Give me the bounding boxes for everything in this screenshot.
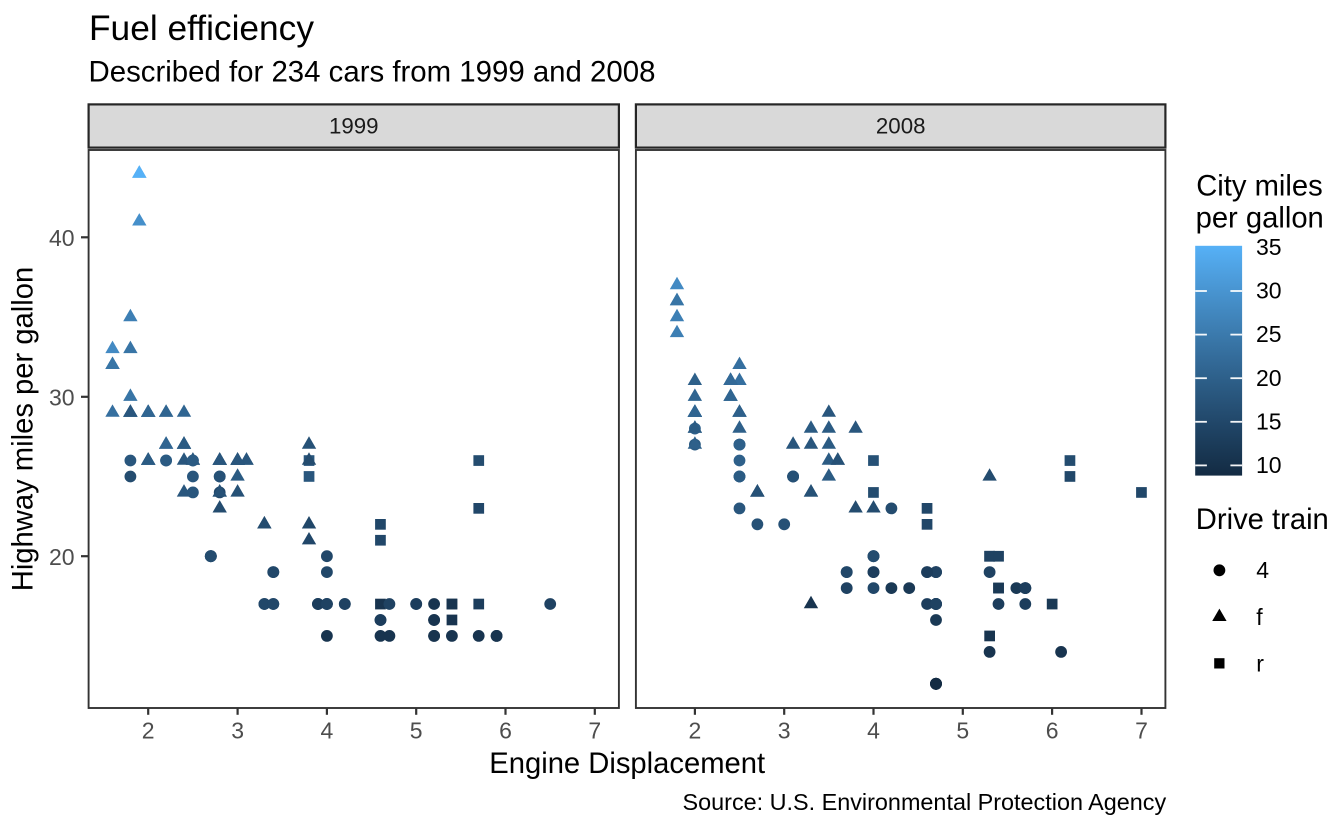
svg-text:2008: 2008 — [876, 114, 926, 139]
svg-text:20: 20 — [1256, 365, 1282, 391]
svg-text:2: 2 — [142, 718, 155, 744]
svg-text:4: 4 — [867, 718, 880, 744]
svg-text:Source: U.S. Environmental Pro: Source: U.S. Environmental Protection Ag… — [683, 789, 1167, 815]
svg-text:3: 3 — [778, 718, 791, 744]
svg-text:per gallon: per gallon — [1196, 203, 1324, 235]
svg-text:Engine Displacement: Engine Displacement — [489, 748, 765, 780]
svg-text:r: r — [1256, 650, 1264, 676]
svg-text:40: 40 — [49, 225, 75, 251]
svg-text:35: 35 — [1256, 234, 1282, 260]
svg-text:6: 6 — [499, 718, 512, 744]
svg-text:20: 20 — [49, 544, 75, 570]
svg-text:5: 5 — [956, 718, 969, 744]
svg-text:5: 5 — [410, 718, 423, 744]
svg-text:2: 2 — [689, 718, 702, 744]
svg-text:25: 25 — [1256, 321, 1282, 347]
svg-text:3: 3 — [231, 718, 244, 744]
svg-text:7: 7 — [588, 718, 601, 744]
svg-text:Described for 234 cars from 19: Described for 234 cars from 1999 and 200… — [89, 56, 656, 89]
svg-text:1999: 1999 — [329, 114, 379, 139]
svg-text:7: 7 — [1135, 718, 1148, 744]
svg-text:4: 4 — [321, 718, 334, 744]
svg-text:30: 30 — [1256, 278, 1282, 304]
svg-text:30: 30 — [49, 384, 75, 410]
svg-text:Fuel efficiency: Fuel efficiency — [89, 9, 314, 48]
svg-text:f: f — [1256, 604, 1263, 630]
svg-text:10: 10 — [1256, 452, 1282, 478]
svg-text:City miles: City miles — [1196, 171, 1322, 203]
svg-text:15: 15 — [1256, 408, 1282, 434]
svg-text:6: 6 — [1046, 718, 1059, 744]
svg-text:4: 4 — [1256, 557, 1269, 583]
svg-text:Highway miles per gallon: Highway miles per gallon — [8, 267, 40, 591]
svg-text:Drive train: Drive train — [1196, 504, 1329, 536]
